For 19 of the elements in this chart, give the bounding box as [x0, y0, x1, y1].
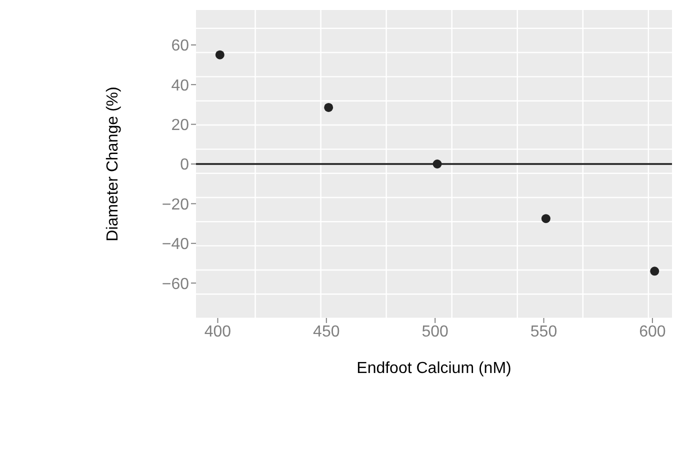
x-tick-label: 450 [313, 323, 340, 340]
y-tick-label: 60 [171, 38, 190, 55]
y-axis-title: Diameter Change (%) [104, 86, 122, 242]
y-tick-label: −20 [162, 196, 190, 214]
x-tick-label: 500 [422, 323, 449, 340]
y-tick-label: −60 [162, 276, 190, 293]
y-tick-label: 0 [180, 156, 190, 174]
x-axis-title: Endfoot Calcium (nM) [356, 360, 512, 377]
x-tick-label: 600 [639, 323, 666, 340]
y-tick-label: 40 [171, 77, 190, 94]
point [432, 160, 442, 168]
x-tick-label: 550 [530, 323, 558, 340]
x-tick-label: 400 [204, 323, 232, 340]
point [541, 214, 550, 224]
y-tick-label: 20 [171, 116, 190, 134]
point [650, 266, 660, 276]
point [324, 102, 334, 112]
y-tick-label: −40 [162, 236, 190, 254]
point [215, 50, 224, 60]
